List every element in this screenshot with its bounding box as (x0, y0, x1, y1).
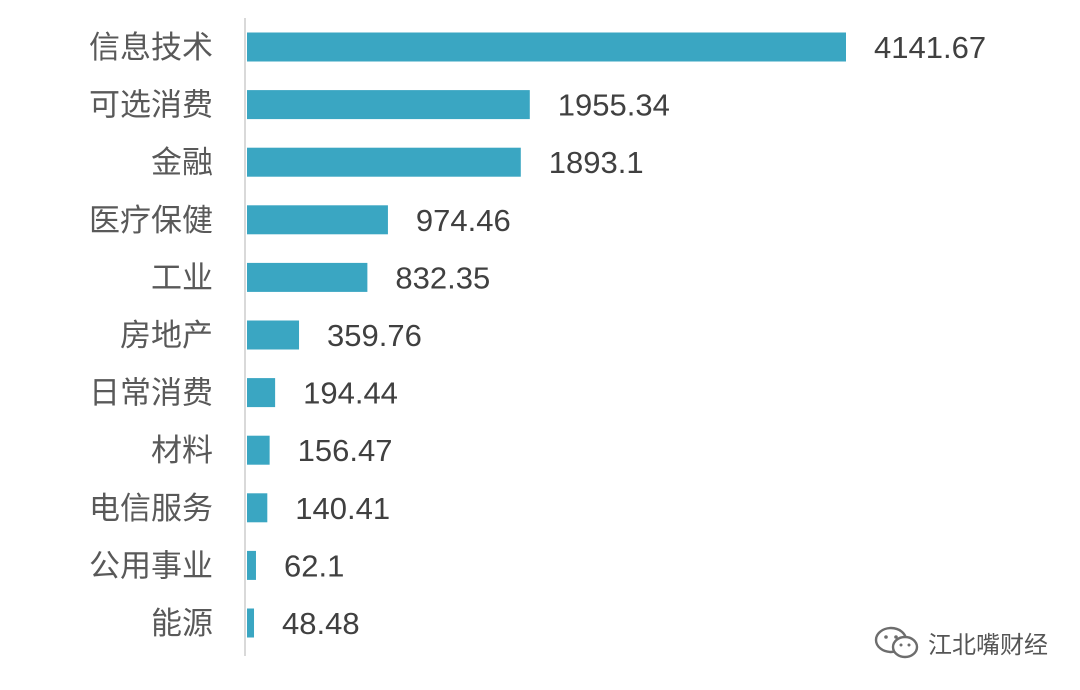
bar (247, 608, 255, 638)
category-label: 可选消费 (89, 88, 213, 124)
value-label: 974.46 (416, 203, 511, 238)
value-label: 1893.1 (549, 145, 644, 180)
category-label: 能源 (151, 606, 213, 642)
bar (247, 147, 521, 177)
value-label: 359.76 (327, 318, 422, 353)
value-label: 194.44 (303, 376, 398, 411)
bar (247, 32, 846, 62)
bar (247, 493, 268, 523)
category-label: 房地产 (120, 318, 213, 354)
bar (247, 205, 388, 235)
category-label: 材料 (151, 433, 213, 469)
value-label: 48.48 (282, 606, 360, 641)
value-labels-group: 4141.67 1955.34 1893.1 974.46 832.35 359.76 19… (282, 30, 986, 641)
category-label: 电信服务 (89, 491, 213, 527)
category-label: 医疗保健 (89, 203, 213, 239)
category-label: 金融 (151, 145, 213, 181)
value-label: 156.47 (298, 433, 393, 468)
wechat-icon (874, 626, 919, 658)
bar (247, 378, 276, 408)
bar (247, 262, 368, 292)
bar (247, 550, 256, 580)
bar (247, 90, 530, 120)
bar (247, 320, 300, 350)
value-label: 832.35 (395, 260, 490, 295)
category-label: 信息技术 (89, 30, 213, 66)
category-label: 公用事业 (89, 548, 213, 584)
watermark-text: 江北嘴财经 (928, 631, 1048, 659)
bars-group (247, 32, 846, 638)
bar (247, 435, 270, 465)
value-label: 1955.34 (558, 88, 670, 123)
watermark: 江北嘴财经 (874, 625, 1048, 660)
value-label: 140.41 (295, 491, 390, 526)
value-label: 4141.67 (874, 30, 986, 65)
category-label: 日常消费 (89, 376, 213, 412)
category-label: 工业 (151, 260, 213, 296)
value-label: 62.1 (284, 548, 344, 583)
